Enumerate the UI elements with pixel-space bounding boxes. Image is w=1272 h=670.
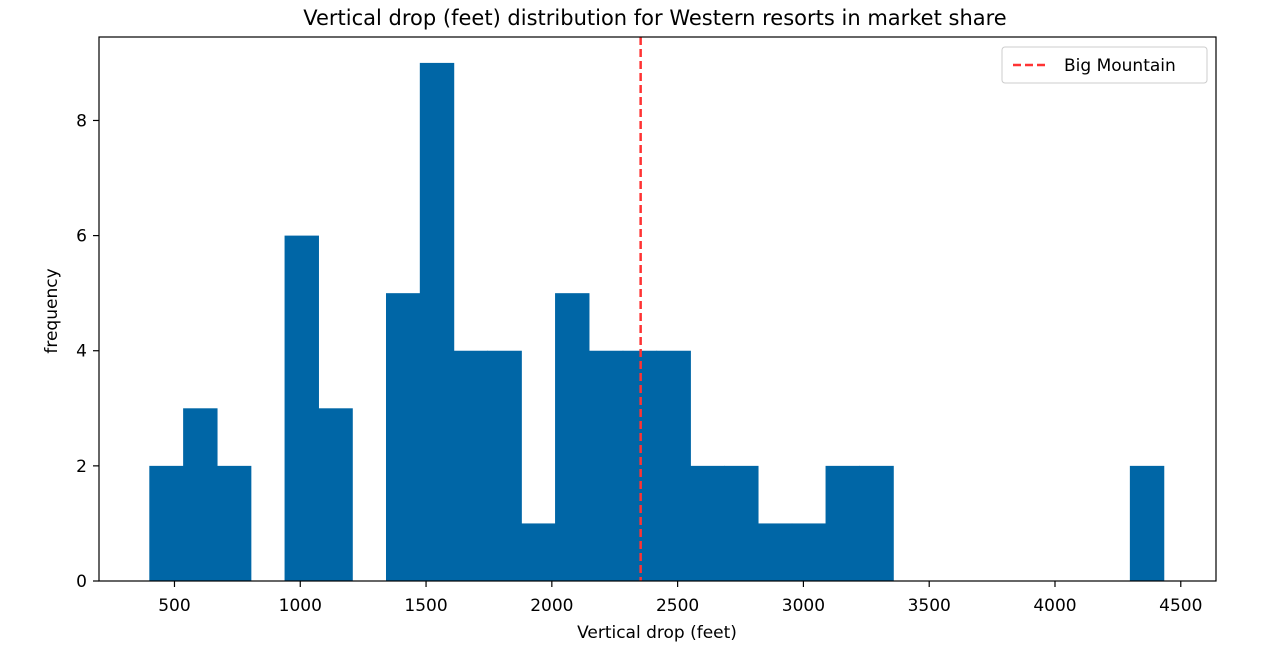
histogram-bar: [183, 408, 218, 581]
legend-label: Big Mountain: [1064, 56, 1176, 76]
y-tick-label: 2: [76, 457, 87, 477]
y-tick-label: 8: [76, 111, 87, 131]
plot-frame: [98, 36, 1217, 582]
x-tick-label: 500: [158, 596, 190, 616]
x-tick-label: 2000: [530, 596, 573, 616]
x-tick-label: 1500: [404, 596, 447, 616]
histogram-bar: [521, 523, 556, 581]
histogram-bar: [825, 465, 860, 581]
legend: Big Mountain: [1001, 46, 1208, 84]
histogram-bar: [656, 350, 691, 581]
x-axis-label: Vertical drop (feet): [577, 623, 737, 643]
histogram-bar: [318, 408, 353, 581]
histogram-bar: [588, 350, 624, 581]
histogram-bar: [690, 465, 725, 581]
x-tick-label: 2500: [656, 596, 699, 616]
histogram-bar: [859, 465, 894, 581]
histogram-bar: [555, 293, 590, 581]
histogram-bar: [385, 293, 421, 581]
histogram-bar: [487, 350, 522, 581]
x-tick-label: 4000: [1033, 596, 1076, 616]
histogram-bar: [791, 523, 827, 581]
histogram-bar: [1129, 465, 1165, 581]
histogram-bar: [149, 465, 184, 581]
legend-box: [1001, 46, 1208, 84]
chart-title: Vertical drop (feet) distribution for We…: [303, 6, 1006, 30]
histogram-bar: [453, 350, 489, 581]
histogram-bar: [284, 235, 319, 581]
histogram-bar: [724, 465, 759, 581]
y-axis-label: frequency: [42, 268, 62, 353]
x-tick-label: 3000: [782, 596, 825, 616]
y-axis-ticks: 0 2 4 6 8: [76, 111, 99, 592]
histogram-bar: [757, 523, 793, 581]
bars-layer: [149, 62, 1165, 581]
x-tick-label: 3500: [908, 596, 951, 616]
x-tick-label: 1000: [279, 596, 322, 616]
histogram-bar: [216, 465, 252, 581]
x-tick-label: 4500: [1159, 596, 1202, 616]
histogram-bar: [419, 62, 455, 581]
y-tick-label: 6: [76, 227, 87, 247]
y-tick-label: 4: [76, 342, 87, 362]
x-axis-ticks: 500 1000 1500 2000 2500 3000 3500 4000 4500: [158, 581, 1202, 616]
y-tick-label: 0: [76, 572, 87, 592]
